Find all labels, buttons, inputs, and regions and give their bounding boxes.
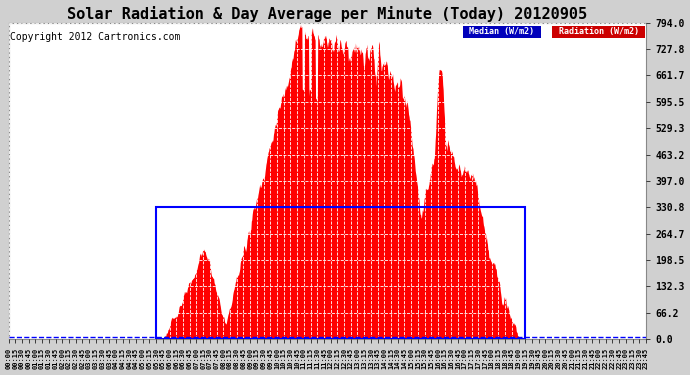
Text: Median (W/m2): Median (W/m2) — [464, 27, 540, 36]
Text: Radiation (W/m2): Radiation (W/m2) — [553, 27, 644, 36]
Bar — [156, 207, 525, 339]
Text: Copyright 2012 Cartronics.com: Copyright 2012 Cartronics.com — [10, 32, 180, 42]
Title: Solar Radiation & Day Average per Minute (Today) 20120905: Solar Radiation & Day Average per Minute… — [67, 6, 587, 21]
